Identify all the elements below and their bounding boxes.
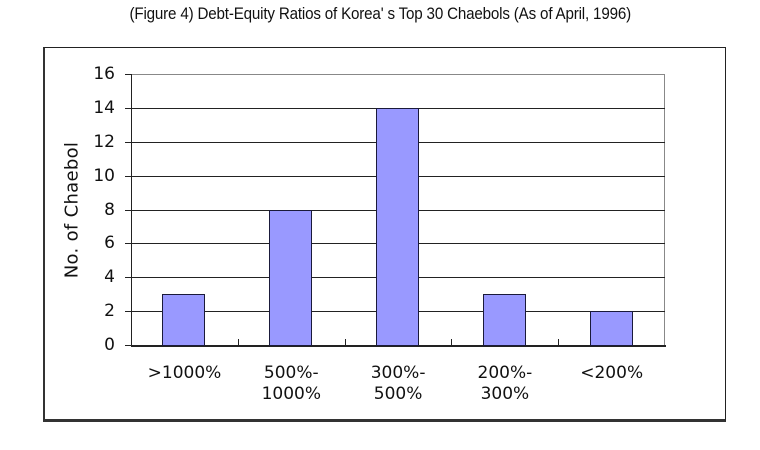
bar <box>376 107 419 346</box>
y-tick-mark <box>125 175 131 177</box>
y-tick-label: 12 <box>93 131 115 152</box>
x-tick-mark <box>558 339 560 345</box>
y-tick-mark <box>125 141 131 143</box>
y-tick-mark <box>125 107 131 109</box>
y-tick-label: 16 <box>93 64 115 84</box>
x-tick-label: 200%- 300% <box>477 363 533 404</box>
x-tick-label: 300%- 500% <box>370 363 426 404</box>
chart-frame <box>43 47 726 422</box>
y-tick-mark <box>125 277 131 279</box>
x-tick-mark <box>451 339 453 345</box>
x-tick-label: <200% <box>580 363 644 383</box>
y-axis <box>131 74 132 346</box>
y-tick-label: 0 <box>104 335 115 355</box>
bar <box>482 294 526 346</box>
y-tick-mark <box>125 74 131 75</box>
x-tick-label: >1000% <box>147 363 222 383</box>
y-tick-mark <box>125 243 131 245</box>
x-axis <box>131 345 666 347</box>
y-tick-mark <box>125 209 131 211</box>
y-tick-mark <box>125 311 131 313</box>
bar <box>269 209 313 346</box>
y-tick-label: 2 <box>104 301 115 322</box>
bar <box>162 294 206 346</box>
y-tick-label: 10 <box>93 165 115 186</box>
y-tick-label: 6 <box>104 233 115 254</box>
bar <box>589 311 633 346</box>
y-tick-label: 14 <box>93 97 115 118</box>
x-tick-label: 500%- 1000% <box>261 363 321 404</box>
y-axis-title: No. of Chaebol <box>61 141 83 279</box>
x-tick-mark <box>237 339 239 345</box>
chart-title: (Figure 4) Debt-Equity Ratios of Korea' … <box>129 5 632 23</box>
y-tick-label: 4 <box>104 267 115 288</box>
y-tick-mark <box>125 345 131 346</box>
y-tick-label: 8 <box>104 199 115 220</box>
x-tick-mark <box>344 339 346 345</box>
